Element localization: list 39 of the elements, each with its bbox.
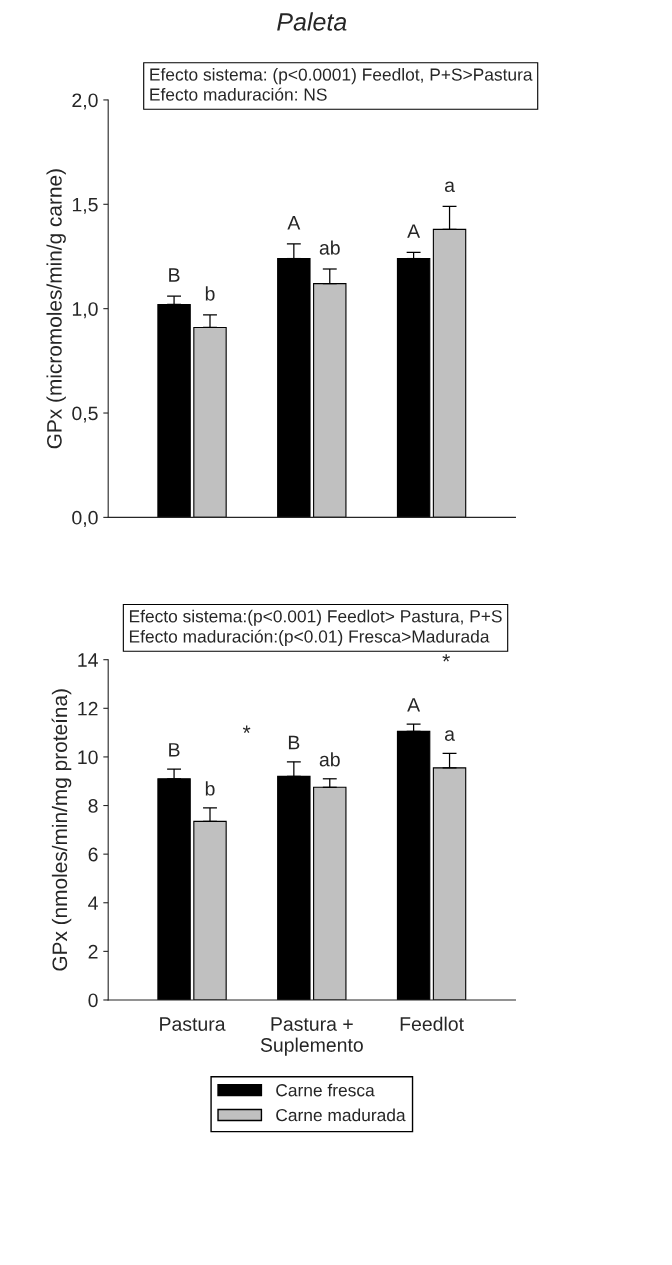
legend-label: Carne madurada — [276, 1108, 406, 1122]
y-tick-label: 0,0 — [72, 510, 98, 527]
x-tick-label: Pastura — [160, 1017, 226, 1031]
y-tick-label: 6 — [88, 847, 98, 862]
y-tick-label: 10 — [78, 750, 98, 765]
chart-title: Paleta — [277, 12, 347, 31]
y-axis-title: GPx (nmoles/min/mg proteína) — [51, 689, 72, 971]
text: Efecto sistema: (p<0.0001) Feedlot, P+S>Pastura — [150, 67, 533, 85]
data-label: B — [169, 268, 180, 282]
data-label: b — [205, 286, 215, 301]
annotation: * — [442, 654, 450, 662]
y-tick-label: 12 — [78, 701, 98, 716]
data-label: A — [287, 216, 301, 230]
data-label: B — [288, 735, 300, 750]
y-tick-label: 1,0 — [72, 302, 98, 319]
data-label: a — [444, 730, 455, 741]
y-tick-label: 4 — [88, 896, 98, 910]
data-label: A — [407, 698, 421, 712]
annotation: * — [242, 725, 251, 733]
y-tick-label: 0,5 — [72, 406, 98, 423]
y-tick-label: 2,0 — [72, 93, 98, 110]
legend-label: Carne fresca — [276, 1083, 375, 1097]
data-label: ab — [319, 752, 340, 767]
y-tick-label: 1,5 — [72, 197, 98, 214]
y-tick-label: 0 — [88, 993, 98, 1008]
data-label: A — [407, 224, 421, 238]
y-tick-label: 2 — [88, 944, 98, 959]
x-tick-label: Pastura + Suplemento — [260, 1017, 363, 1056]
data-label: b — [205, 781, 215, 796]
text: Efecto maduración:(p<0.01) Fresca>Madurada — [129, 629, 490, 647]
data-label: a — [444, 181, 455, 193]
data-label: B — [169, 743, 180, 757]
data-label: ab — [319, 240, 340, 255]
y-tick-label: 14 — [78, 653, 98, 667]
y-axis-title: GPx (micromoles/min/g carne) — [46, 169, 66, 449]
x-tick-label: Feedlot — [400, 1016, 464, 1031]
y-tick-label: 8 — [88, 799, 98, 813]
annotation: Efecto maduración: NS — [150, 87, 327, 101]
text: Efecto sistema:(p<0.001) Feedlot> Pastura, P+S — [129, 609, 502, 626]
